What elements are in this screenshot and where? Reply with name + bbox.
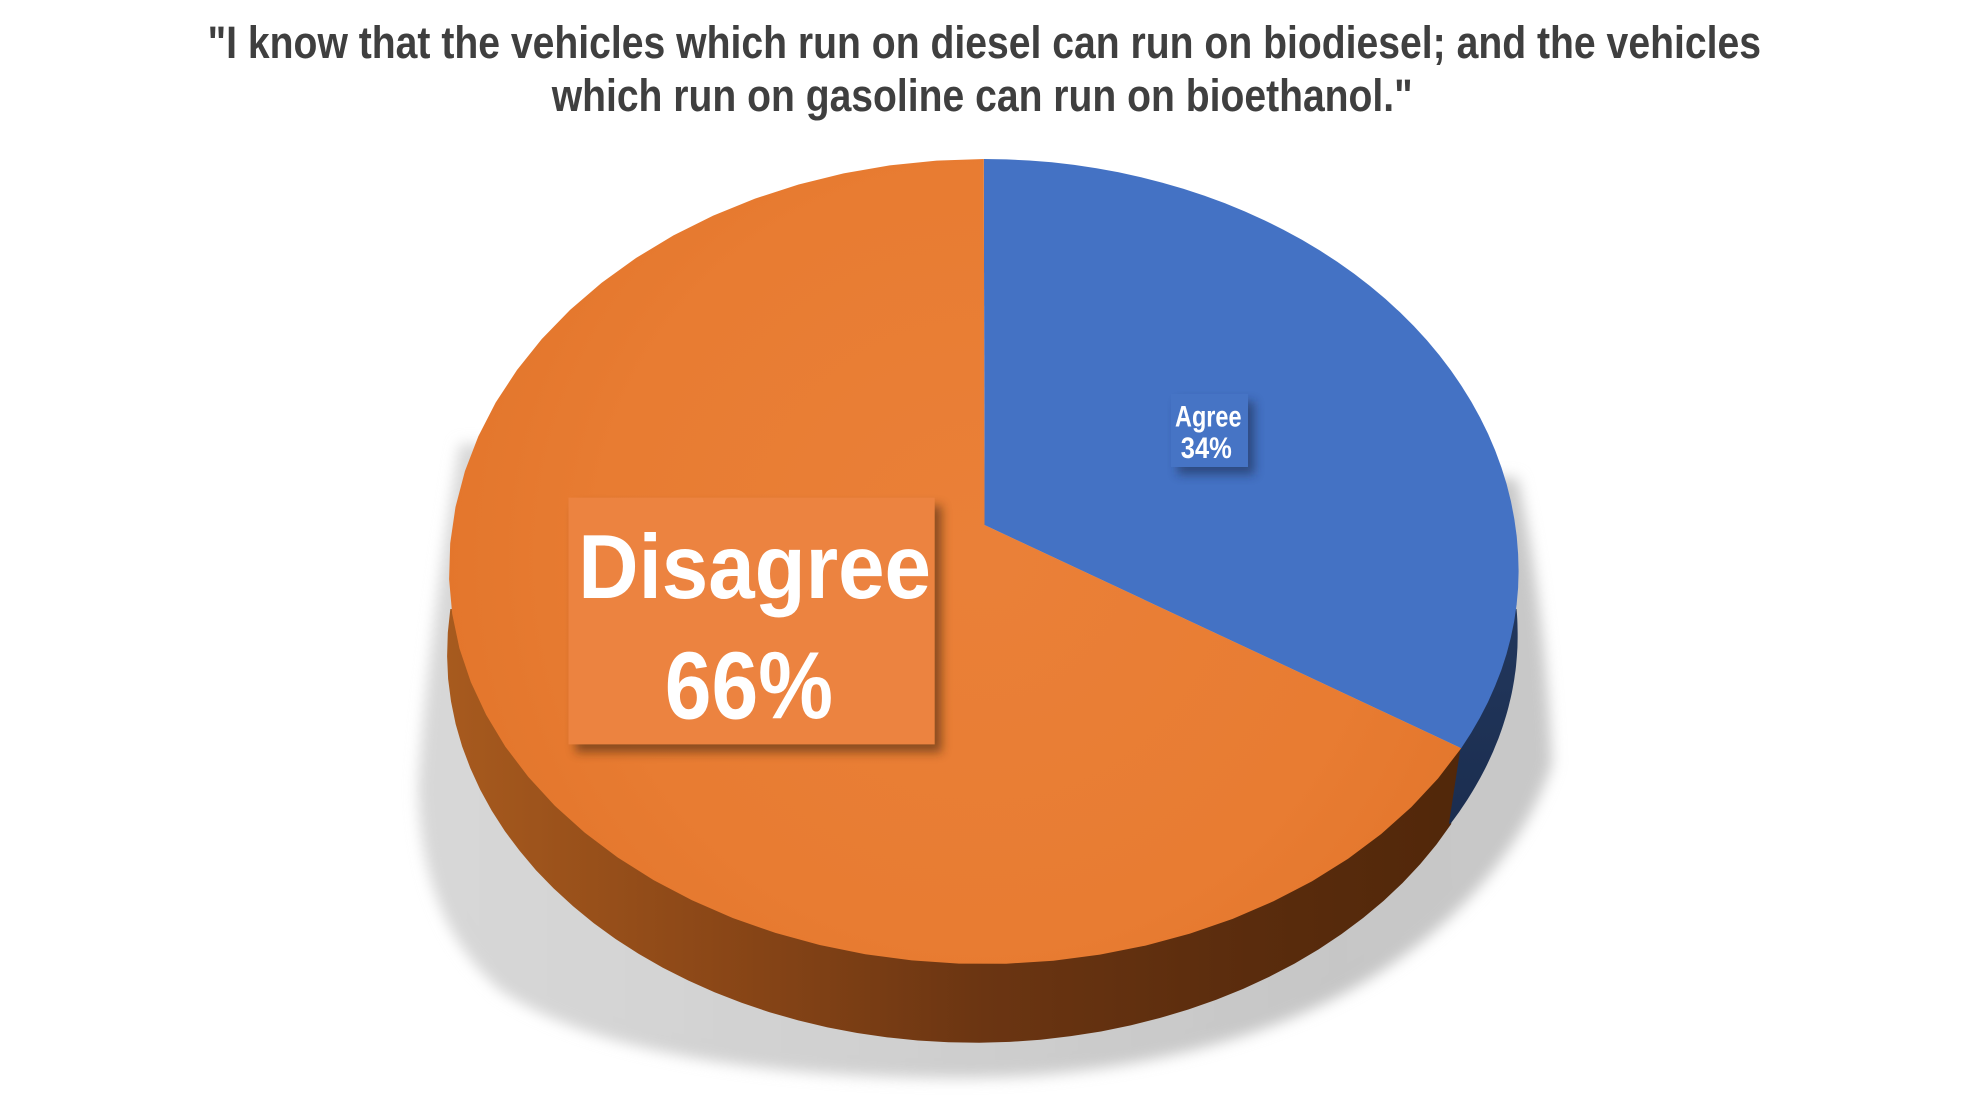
svg-text:Disagree: Disagree: [578, 517, 931, 618]
svg-text:Agree: Agree: [1175, 401, 1242, 434]
svg-text:34%: 34%: [1181, 432, 1232, 465]
svg-text:which run on gasoline can run: which run on gasoline can run on bioetha…: [551, 70, 1413, 121]
svg-text:"I know that the vehicles whic: "I know that the vehicles which run on d…: [208, 17, 1761, 68]
svg-text:66%: 66%: [665, 633, 833, 740]
